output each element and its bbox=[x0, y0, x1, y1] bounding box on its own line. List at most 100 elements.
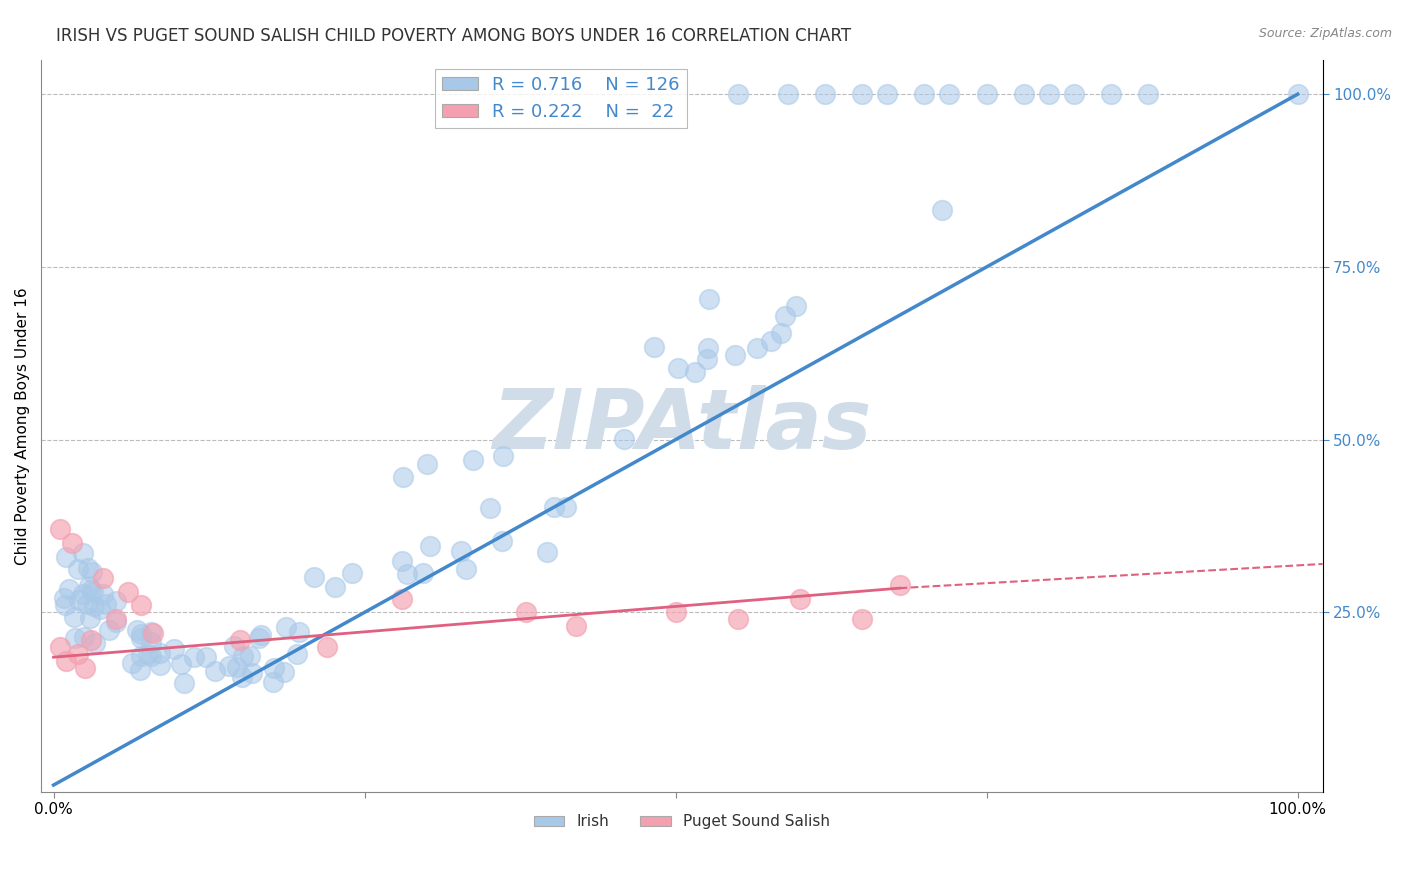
Point bbox=[194, 649, 217, 664]
Point bbox=[340, 566, 363, 580]
Point bbox=[1012, 87, 1035, 102]
Point bbox=[747, 341, 769, 355]
Point bbox=[83, 636, 105, 650]
Point bbox=[138, 647, 160, 661]
Point bbox=[273, 665, 295, 680]
Point bbox=[785, 299, 807, 313]
Point bbox=[83, 599, 105, 614]
Point bbox=[121, 656, 143, 670]
Point bbox=[60, 536, 83, 550]
Point bbox=[79, 610, 101, 624]
Point bbox=[67, 562, 90, 576]
Text: IRISH VS PUGET SOUND SALISH CHILD POVERTY AMONG BOYS UNDER 16 CORRELATION CHART: IRISH VS PUGET SOUND SALISH CHILD POVERT… bbox=[56, 27, 852, 45]
Text: ZIPAtlas: ZIPAtlas bbox=[492, 385, 872, 467]
Point bbox=[391, 554, 413, 568]
Point bbox=[149, 646, 172, 660]
Point bbox=[96, 597, 118, 611]
Point bbox=[104, 612, 127, 626]
Point bbox=[183, 650, 205, 665]
Point bbox=[727, 612, 749, 626]
Point bbox=[129, 649, 152, 664]
Point bbox=[117, 584, 139, 599]
Point bbox=[76, 597, 98, 611]
Point bbox=[396, 567, 419, 582]
Point bbox=[72, 587, 94, 601]
Point bbox=[454, 561, 477, 575]
Point bbox=[491, 533, 513, 548]
Point bbox=[142, 626, 165, 640]
Point bbox=[274, 619, 297, 633]
Point bbox=[58, 582, 80, 596]
Point bbox=[139, 635, 162, 649]
Point bbox=[232, 649, 254, 664]
Point bbox=[55, 549, 77, 564]
Y-axis label: Child Poverty Among Boys Under 16: Child Poverty Among Boys Under 16 bbox=[15, 287, 30, 565]
Point bbox=[683, 366, 706, 380]
Text: Source: ZipAtlas.com: Source: ZipAtlas.com bbox=[1258, 27, 1392, 40]
Point bbox=[543, 500, 565, 514]
Point bbox=[141, 648, 163, 663]
Point bbox=[128, 663, 150, 677]
Point bbox=[1099, 87, 1122, 102]
Point bbox=[53, 598, 76, 612]
Point bbox=[139, 625, 162, 640]
Point bbox=[851, 87, 873, 102]
Point bbox=[665, 605, 688, 619]
Point bbox=[412, 566, 434, 581]
Point bbox=[416, 457, 439, 471]
Point bbox=[149, 658, 172, 673]
Point bbox=[727, 87, 749, 102]
Point bbox=[316, 640, 339, 654]
Point bbox=[222, 639, 245, 653]
Point bbox=[170, 657, 193, 672]
Point bbox=[162, 641, 184, 656]
Point bbox=[1137, 87, 1160, 102]
Point bbox=[262, 675, 284, 690]
Point bbox=[240, 665, 263, 680]
Point bbox=[263, 661, 285, 675]
Point bbox=[129, 627, 152, 641]
Point bbox=[938, 87, 960, 102]
Point bbox=[814, 87, 837, 102]
Point bbox=[52, 591, 75, 605]
Point bbox=[643, 340, 665, 354]
Point bbox=[49, 640, 72, 654]
Point bbox=[478, 500, 501, 515]
Point bbox=[72, 546, 94, 560]
Point bbox=[82, 585, 104, 599]
Point bbox=[697, 292, 720, 306]
Point bbox=[238, 649, 260, 664]
Point bbox=[173, 675, 195, 690]
Point bbox=[204, 664, 226, 678]
Point bbox=[889, 577, 911, 591]
Point bbox=[1063, 87, 1085, 102]
Point bbox=[769, 326, 792, 341]
Point bbox=[129, 632, 152, 646]
Point bbox=[613, 432, 636, 446]
Point bbox=[76, 561, 98, 575]
Point bbox=[89, 602, 111, 616]
Legend: Irish, Puget Sound Salish: Irish, Puget Sound Salish bbox=[527, 808, 837, 836]
Point bbox=[876, 87, 898, 102]
Point bbox=[91, 587, 114, 601]
Point bbox=[79, 583, 101, 598]
Point bbox=[851, 612, 873, 626]
Point bbox=[285, 647, 308, 661]
Point bbox=[723, 348, 745, 362]
Point bbox=[125, 623, 148, 637]
Point bbox=[129, 599, 152, 613]
Point bbox=[55, 654, 77, 668]
Point bbox=[218, 659, 240, 673]
Point bbox=[302, 570, 325, 584]
Point bbox=[79, 579, 101, 593]
Point bbox=[789, 591, 811, 606]
Point bbox=[554, 500, 576, 514]
Point bbox=[1038, 87, 1060, 102]
Point bbox=[231, 670, 253, 684]
Point bbox=[325, 580, 347, 594]
Point bbox=[73, 630, 96, 644]
Point bbox=[1286, 87, 1309, 102]
Point bbox=[666, 360, 689, 375]
Point bbox=[97, 624, 120, 638]
Point bbox=[565, 619, 588, 633]
